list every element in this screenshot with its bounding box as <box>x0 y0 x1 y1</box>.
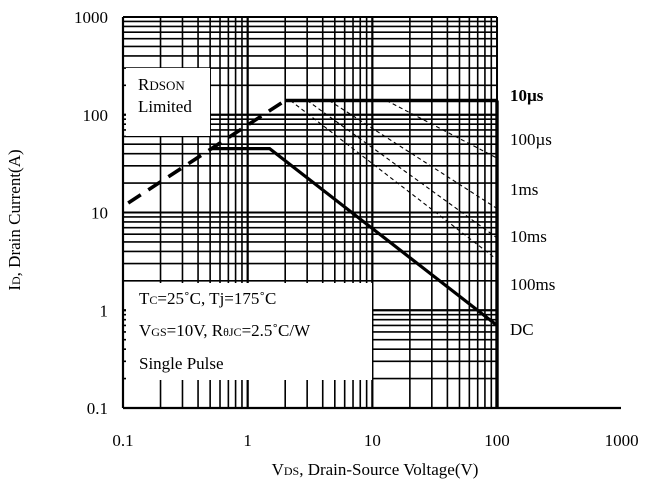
conditions-panel <box>126 283 372 380</box>
series-dc <box>210 147 498 327</box>
rdson-label: RDSON <box>138 75 185 94</box>
curve-label: 100µs <box>510 130 552 149</box>
curve-label: 100ms <box>510 275 555 294</box>
curve-label-bg <box>500 83 546 107</box>
y-tick-label: 1 <box>100 301 109 320</box>
axes: 0.1 1 10 100 1000 0.1 1 10 100 1000 VDS, Drain-Sou… <box>5 8 639 479</box>
y-axis-title: ID, Drain Current(A) <box>5 149 24 290</box>
rdson-limited-label: Limited <box>138 97 192 116</box>
curve-label: DC <box>510 320 534 339</box>
x-tick-label: 0.1 <box>112 431 133 450</box>
series-1ms <box>328 100 498 209</box>
condition-temperature: TC=25˚C, Tj=175˚C <box>139 289 276 308</box>
condition-single-pulse: Single Pulse <box>139 354 224 373</box>
x-tick-label: 1000 <box>605 431 639 450</box>
rdson-panel <box>126 68 210 136</box>
series-lines <box>127 98 499 408</box>
series-100ms <box>290 100 498 261</box>
curve-label: 10µs <box>510 86 544 105</box>
curve-label: 10ms <box>510 227 547 246</box>
x-tick-label: 10 <box>364 431 381 450</box>
y-tick-label: 10 <box>91 204 108 223</box>
y-tick-label: 0.1 <box>87 399 108 418</box>
y-tick-label: 1000 <box>74 8 108 27</box>
annotations: 10µs 100µs 1ms 10ms 100ms DC RDSON Limited TC=25… <box>126 68 555 380</box>
curve-label-bg <box>500 224 546 248</box>
curve-label-bg <box>500 127 555 151</box>
curve-label: 1ms <box>510 180 538 199</box>
x-tick-label: 1 <box>243 431 252 450</box>
x-axis-title: VDS, Drain-Source Voltage(V) <box>272 460 479 479</box>
y-tick-label: 100 <box>83 106 109 125</box>
curve-label-bg <box>500 272 555 296</box>
x-tick-label: 100 <box>484 431 510 450</box>
curve-label-bg <box>500 317 528 341</box>
condition-vgs-rth: VGS=10V, RθJC=2.5˚C/W <box>139 321 311 340</box>
series-rdson-limited <box>127 98 287 205</box>
curve-label-bg <box>500 177 537 201</box>
